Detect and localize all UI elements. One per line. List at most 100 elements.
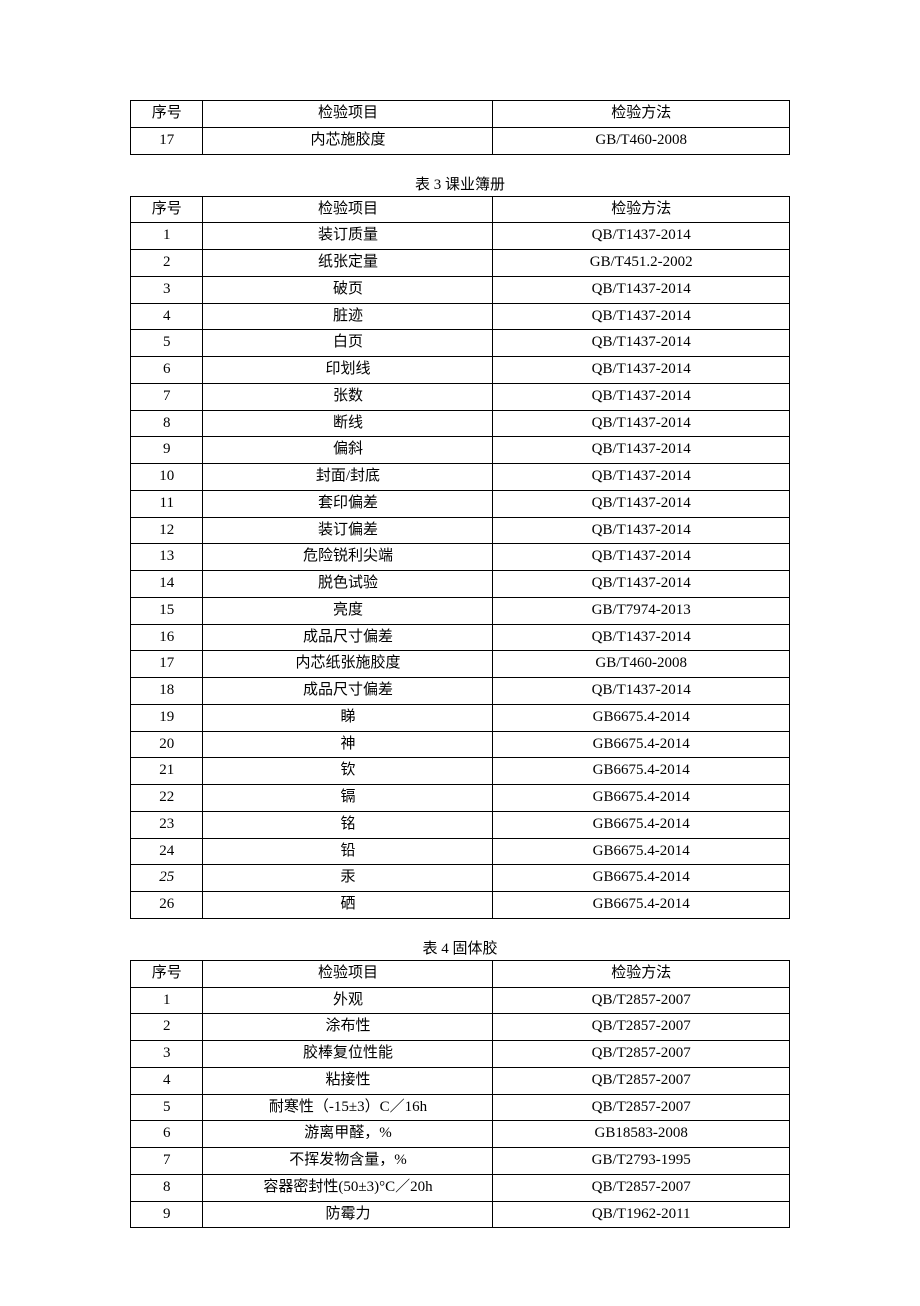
table4-caption: 表 4 固体胶 bbox=[130, 937, 790, 958]
cell-method: QB/T2857-2007 bbox=[493, 1067, 790, 1094]
cell-item: 汞 bbox=[203, 865, 493, 892]
cell-seq: 6 bbox=[131, 1121, 203, 1148]
cell-seq: 8 bbox=[131, 1174, 203, 1201]
cell-item: 神 bbox=[203, 731, 493, 758]
cell-item: 套印偏差 bbox=[203, 490, 493, 517]
cell-seq: 3 bbox=[131, 1041, 203, 1068]
cell-method: GB6675.4-2014 bbox=[493, 785, 790, 812]
table-row: 13危险锐利尖端QB/T1437-2014 bbox=[131, 544, 790, 571]
cell-item: 破页 bbox=[203, 276, 493, 303]
top-table-body: 17内芯施胶度GB/T460-2008 bbox=[131, 127, 790, 154]
cell-method: GB/T7974-2013 bbox=[493, 597, 790, 624]
table4-body: 1外观QB/T2857-20072涂布性QB/T2857-20073胶棒复位性能… bbox=[131, 987, 790, 1228]
table-row: 1外观QB/T2857-2007 bbox=[131, 987, 790, 1014]
table-row: 6游离甲醛，%GB18583-2008 bbox=[131, 1121, 790, 1148]
cell-item: 装订质量 bbox=[203, 223, 493, 250]
table-row: 8容器密封性(50±3)°C／20hQB/T2857-2007 bbox=[131, 1174, 790, 1201]
cell-item: 白页 bbox=[203, 330, 493, 357]
cell-method: QB/T1437-2014 bbox=[493, 464, 790, 491]
cell-method: QB/T1437-2014 bbox=[493, 357, 790, 384]
cell-method: QB/T2857-2007 bbox=[493, 1174, 790, 1201]
cell-item: 危险锐利尖端 bbox=[203, 544, 493, 571]
header-item: 检验项目 bbox=[203, 960, 493, 987]
table3-body: 1装订质量QB/T1437-20142纸张定量GB/T451.2-20023破页… bbox=[131, 223, 790, 919]
table-row: 1装订质量QB/T1437-2014 bbox=[131, 223, 790, 250]
table-row: 21钦GB6675.4-2014 bbox=[131, 758, 790, 785]
cell-item: 成品尺寸偏差 bbox=[203, 624, 493, 651]
table-row: 20神GB6675.4-2014 bbox=[131, 731, 790, 758]
table-row: 11套印偏差QB/T1437-2014 bbox=[131, 490, 790, 517]
table-header-row: 序号 检验项目 检验方法 bbox=[131, 960, 790, 987]
table-row: 2涂布性QB/T2857-2007 bbox=[131, 1014, 790, 1041]
table-row: 4脏迹QB/T1437-2014 bbox=[131, 303, 790, 330]
cell-seq: 13 bbox=[131, 544, 203, 571]
cell-method: GB6675.4-2014 bbox=[493, 731, 790, 758]
cell-method: QB/T1437-2014 bbox=[493, 330, 790, 357]
cell-seq: 7 bbox=[131, 383, 203, 410]
cell-item: 涂布性 bbox=[203, 1014, 493, 1041]
cell-item: 张数 bbox=[203, 383, 493, 410]
cell-method: GB6675.4-2014 bbox=[493, 892, 790, 919]
table4: 序号 检验项目 检验方法 1外观QB/T2857-20072涂布性QB/T285… bbox=[130, 960, 790, 1229]
table-row: 7不挥发物含量，%GB/T2793-1995 bbox=[131, 1148, 790, 1175]
table-row: 18成品尺寸偏差QB/T1437-2014 bbox=[131, 678, 790, 705]
table-row: 22镉GB6675.4-2014 bbox=[131, 785, 790, 812]
cell-method: GB18583-2008 bbox=[493, 1121, 790, 1148]
cell-seq: 21 bbox=[131, 758, 203, 785]
cell-seq: 22 bbox=[131, 785, 203, 812]
cell-item: 内芯施胶度 bbox=[203, 127, 493, 154]
cell-item: 外观 bbox=[203, 987, 493, 1014]
cell-method: QB/T1962-2011 bbox=[493, 1201, 790, 1228]
cell-method: GB/T2793-1995 bbox=[493, 1148, 790, 1175]
cell-method: QB/T1437-2014 bbox=[493, 410, 790, 437]
table-row: 6印划线QB/T1437-2014 bbox=[131, 357, 790, 384]
header-method: 检验方法 bbox=[493, 196, 790, 223]
cell-method: GB/T460-2008 bbox=[493, 651, 790, 678]
cell-method: QB/T1437-2014 bbox=[493, 517, 790, 544]
cell-item: 成品尺寸偏差 bbox=[203, 678, 493, 705]
cell-item: 钦 bbox=[203, 758, 493, 785]
table-row: 3破页QB/T1437-2014 bbox=[131, 276, 790, 303]
cell-seq: 4 bbox=[131, 303, 203, 330]
cell-item: 印划线 bbox=[203, 357, 493, 384]
cell-seq: 9 bbox=[131, 437, 203, 464]
table-row: 4粘接性QB/T2857-2007 bbox=[131, 1067, 790, 1094]
table-row: 25汞GB6675.4-2014 bbox=[131, 865, 790, 892]
cell-seq: 2 bbox=[131, 1014, 203, 1041]
cell-item: 内芯纸张施胶度 bbox=[203, 651, 493, 678]
cell-method: QB/T1437-2014 bbox=[493, 624, 790, 651]
table-row: 19睇GB6675.4-2014 bbox=[131, 704, 790, 731]
cell-method: QB/T1437-2014 bbox=[493, 678, 790, 705]
cell-method: GB/T451.2-2002 bbox=[493, 250, 790, 277]
cell-seq: 11 bbox=[131, 490, 203, 517]
header-item: 检验项目 bbox=[203, 196, 493, 223]
cell-item: 铅 bbox=[203, 838, 493, 865]
cell-item: 镉 bbox=[203, 785, 493, 812]
table-row: 9偏斜QB/T1437-2014 bbox=[131, 437, 790, 464]
cell-item: 硒 bbox=[203, 892, 493, 919]
header-method: 检验方法 bbox=[493, 960, 790, 987]
cell-seq: 5 bbox=[131, 1094, 203, 1121]
table-header-row: 序号 检验项目 检验方法 bbox=[131, 101, 790, 128]
table-row: 17内芯施胶度GB/T460-2008 bbox=[131, 127, 790, 154]
cell-method: QB/T1437-2014 bbox=[493, 383, 790, 410]
cell-seq: 1 bbox=[131, 223, 203, 250]
cell-item: 铭 bbox=[203, 811, 493, 838]
cell-item: 装订偏差 bbox=[203, 517, 493, 544]
cell-seq: 7 bbox=[131, 1148, 203, 1175]
cell-seq: 26 bbox=[131, 892, 203, 919]
cell-method: QB/T1437-2014 bbox=[493, 437, 790, 464]
cell-method: GB6675.4-2014 bbox=[493, 704, 790, 731]
table-row: 5耐寒性（-15±3）C／16hQB/T2857-2007 bbox=[131, 1094, 790, 1121]
cell-method: GB6675.4-2014 bbox=[493, 758, 790, 785]
cell-item: 耐寒性（-15±3）C／16h bbox=[203, 1094, 493, 1121]
table-row: 7张数QB/T1437-2014 bbox=[131, 383, 790, 410]
table-row: 24铅GB6675.4-2014 bbox=[131, 838, 790, 865]
cell-method: GB6675.4-2014 bbox=[493, 865, 790, 892]
cell-seq: 10 bbox=[131, 464, 203, 491]
cell-item: 不挥发物含量，% bbox=[203, 1148, 493, 1175]
cell-item: 脏迹 bbox=[203, 303, 493, 330]
cell-item: 胶棒复位性能 bbox=[203, 1041, 493, 1068]
cell-item: 粘接性 bbox=[203, 1067, 493, 1094]
cell-method: QB/T2857-2007 bbox=[493, 1041, 790, 1068]
